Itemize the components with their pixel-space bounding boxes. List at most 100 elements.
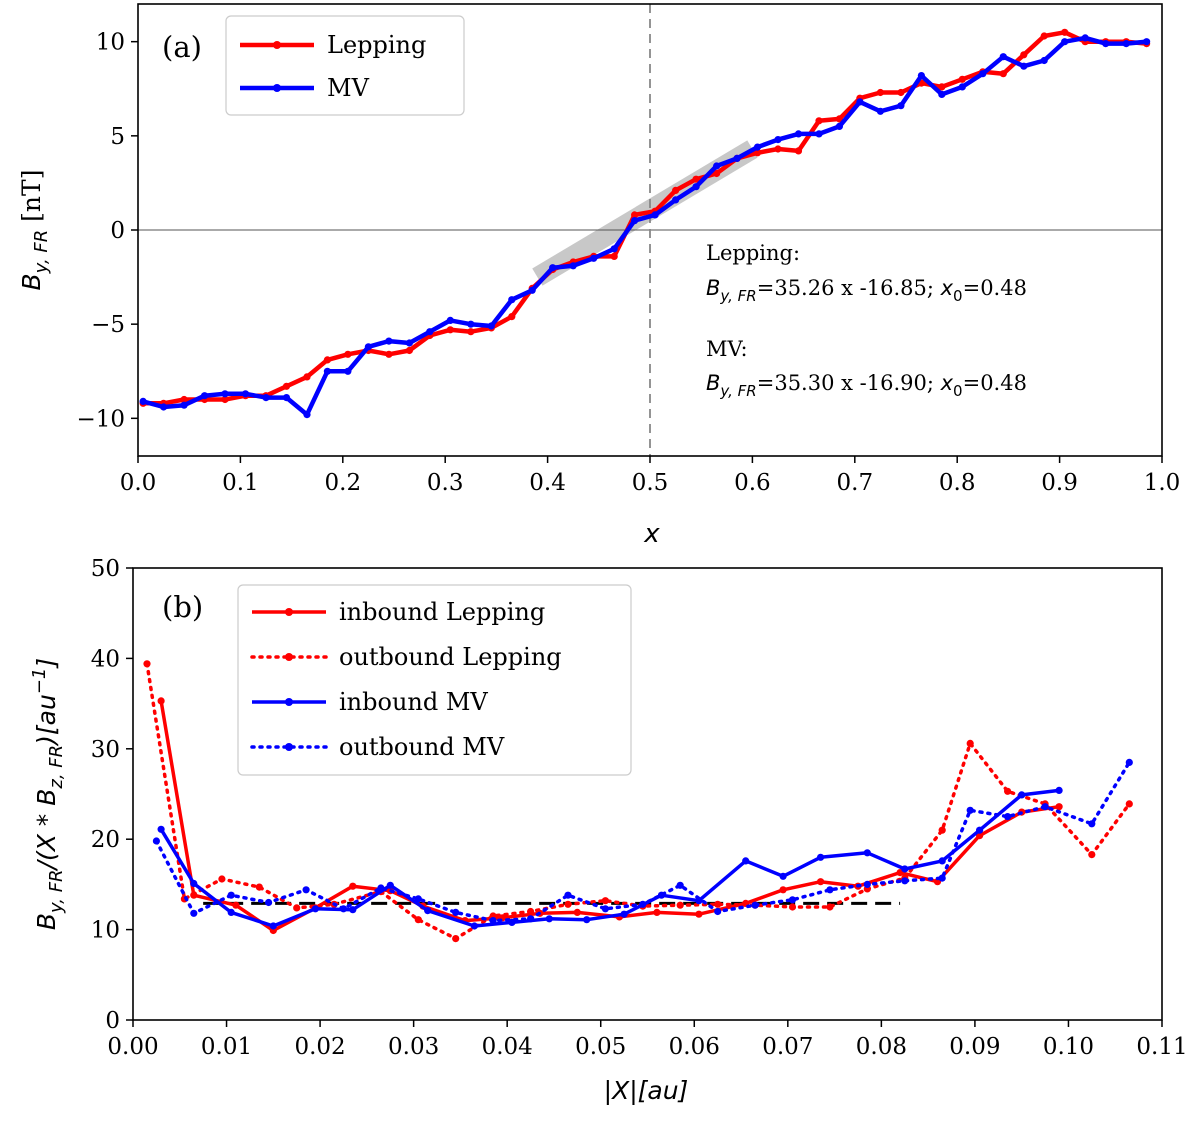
b-series-outbound-mv-point — [227, 891, 235, 899]
a-series-lepping-point — [180, 395, 188, 404]
b-legend-label-inbound-lepping: inbound Lepping — [339, 598, 545, 626]
a-legend-marker-mv — [273, 84, 281, 92]
b-series-inbound-lepping-point — [573, 908, 581, 917]
b-series-outbound-mv-point — [639, 900, 647, 908]
a-x-tick-label: 0.9 — [1041, 470, 1078, 496]
b-series-outbound-mv-point — [564, 891, 572, 899]
a-series-mv-point — [241, 390, 250, 398]
b-y-tick-label: 40 — [91, 646, 120, 672]
b-series-inbound-lepping-point — [817, 878, 825, 886]
b-series-inbound-lepping-point — [349, 882, 357, 890]
b-y-tick-label: 20 — [91, 827, 120, 853]
a-series-mv-point — [774, 136, 782, 144]
a-series-mv-point — [303, 411, 311, 419]
a-series-mv-point — [405, 339, 413, 347]
a-series-mv-point — [1143, 38, 1151, 46]
a-x-axis-label: x — [643, 519, 660, 549]
a-series-lepping-point — [385, 350, 393, 358]
a-series-mv-point — [958, 83, 966, 91]
a-series-lepping-point — [610, 252, 618, 260]
a-series-mv-point — [262, 394, 270, 402]
a-series-lepping-point — [713, 169, 721, 178]
a-series-lepping-point — [446, 326, 454, 334]
a-series-lepping-point — [876, 88, 885, 97]
a-series-lepping-point — [323, 356, 331, 364]
b-y-tick-label: 0 — [105, 1008, 120, 1034]
b-series-inbound-lepping-point — [232, 901, 240, 909]
a-series-mv-point — [917, 72, 926, 80]
b-series-inbound-lepping-point — [695, 910, 703, 918]
a-series-mv-point — [201, 392, 209, 400]
b-x-axis-label: |X|[au] — [604, 1076, 689, 1105]
a-series-mv-point — [1061, 38, 1069, 46]
b-legend-marker-inbound-mv — [285, 698, 293, 706]
a-series-lepping-point — [958, 75, 966, 83]
a-y-tick-label: −10 — [76, 406, 125, 432]
b-series-outbound-mv-point — [265, 898, 273, 907]
b-y-tick-label: 30 — [91, 737, 120, 763]
b-series-outbound-lepping-point — [826, 903, 834, 911]
b-series-outbound-mv-point — [676, 881, 684, 889]
b-series-outbound-mv-point — [751, 901, 759, 909]
b-legend-label-outbound-lepping: outbound Lepping — [339, 643, 562, 671]
a-series-mv-point — [753, 143, 762, 151]
b-series-outbound-mv-point — [901, 877, 909, 885]
a-series-mv-point — [651, 211, 659, 219]
a-annotation: Lepping: By, FR=35.26 x -16.85; x0=0.48 … — [706, 241, 1027, 400]
b-series-outbound-lepping-point — [143, 660, 151, 668]
b-x-tick-label: 0.11 — [1136, 1034, 1187, 1060]
a-x-tick-label: 1.0 — [1144, 470, 1181, 496]
b-axes-frame — [132, 567, 1163, 1021]
b-legend-label-inbound-mv: inbound MV — [339, 688, 488, 716]
b-ticks: 0.00 0.01 0.02 0.03 0.04 0.05 0.06 0.07 0.08 0.09… — [91, 556, 1188, 1060]
a-series-lepping-point — [815, 117, 823, 125]
a-series-mv-point — [508, 296, 516, 304]
a-series-mv-point — [590, 254, 598, 262]
a-series-layer — [139, 28, 1151, 419]
a-legend-label-lepping: Lepping — [327, 31, 426, 59]
b-series-outbound-lepping-point — [452, 935, 460, 943]
b-series-outbound-mv-point — [489, 917, 497, 925]
a-series-mv-point — [426, 328, 434, 336]
a-series-mv-point — [569, 262, 577, 270]
b-series-outbound-mv-point — [826, 886, 834, 894]
a-annot-mv-title: MV: — [706, 337, 748, 361]
a-legend: Lepping MV — [225, 15, 465, 116]
b-x-tick-label: 0.02 — [294, 1034, 345, 1060]
a-series-lepping-point — [753, 149, 762, 157]
a-x-tick-label: 0.6 — [734, 470, 771, 496]
a-x-tick-label: 0.4 — [529, 470, 566, 496]
a-series-mv-point — [1081, 34, 1089, 42]
b-x-tick-label: 0.07 — [762, 1034, 813, 1060]
a-series-mv-point — [528, 286, 536, 294]
b-series-outbound-mv-point — [152, 837, 160, 845]
b-series-inbound-mv-point — [976, 826, 984, 834]
b-series-outbound-lepping-point — [564, 900, 572, 908]
b-series-inbound-mv-point — [386, 881, 394, 889]
a-series-mv-point — [672, 196, 680, 204]
a-series-mv-point — [487, 322, 495, 330]
a-series-lepping-point — [1061, 28, 1069, 36]
a-series-mv-point — [446, 316, 454, 324]
panel-a: 0.0 0.1 0.2 0.3 0.4 0.5 0.6 0.7 0.8 0.9 1.0 −10 −5 0 5… — [17, 3, 1181, 549]
b-series-outbound-lepping-point — [1088, 851, 1096, 859]
b-series-inbound-mv-point — [1055, 786, 1063, 795]
b-series-inbound-lepping-point — [653, 908, 661, 917]
a-series-mv-point — [631, 217, 639, 225]
b-series-outbound-lepping-point — [966, 739, 974, 748]
a-series-mv-point — [344, 367, 352, 375]
b-y-tick-label: 50 — [91, 556, 120, 582]
a-series-mv-point — [835, 122, 844, 130]
b-series-outbound-mv-point — [1125, 758, 1133, 767]
b-series-outbound-lepping-point — [1004, 787, 1012, 795]
b-series-inbound-mv-point — [1018, 791, 1026, 799]
b-series-inbound-mv-point — [863, 849, 871, 857]
a-series-mv-point — [1020, 62, 1028, 70]
b-series-outbound-mv-point — [938, 874, 946, 882]
b-x-tick-label: 0.08 — [856, 1034, 907, 1060]
b-series-inbound-mv-point — [349, 906, 357, 914]
a-series-mv-point — [733, 154, 741, 162]
b-series-inbound-lepping-point — [157, 697, 165, 705]
a-y-tick-label: 5 — [110, 124, 125, 150]
